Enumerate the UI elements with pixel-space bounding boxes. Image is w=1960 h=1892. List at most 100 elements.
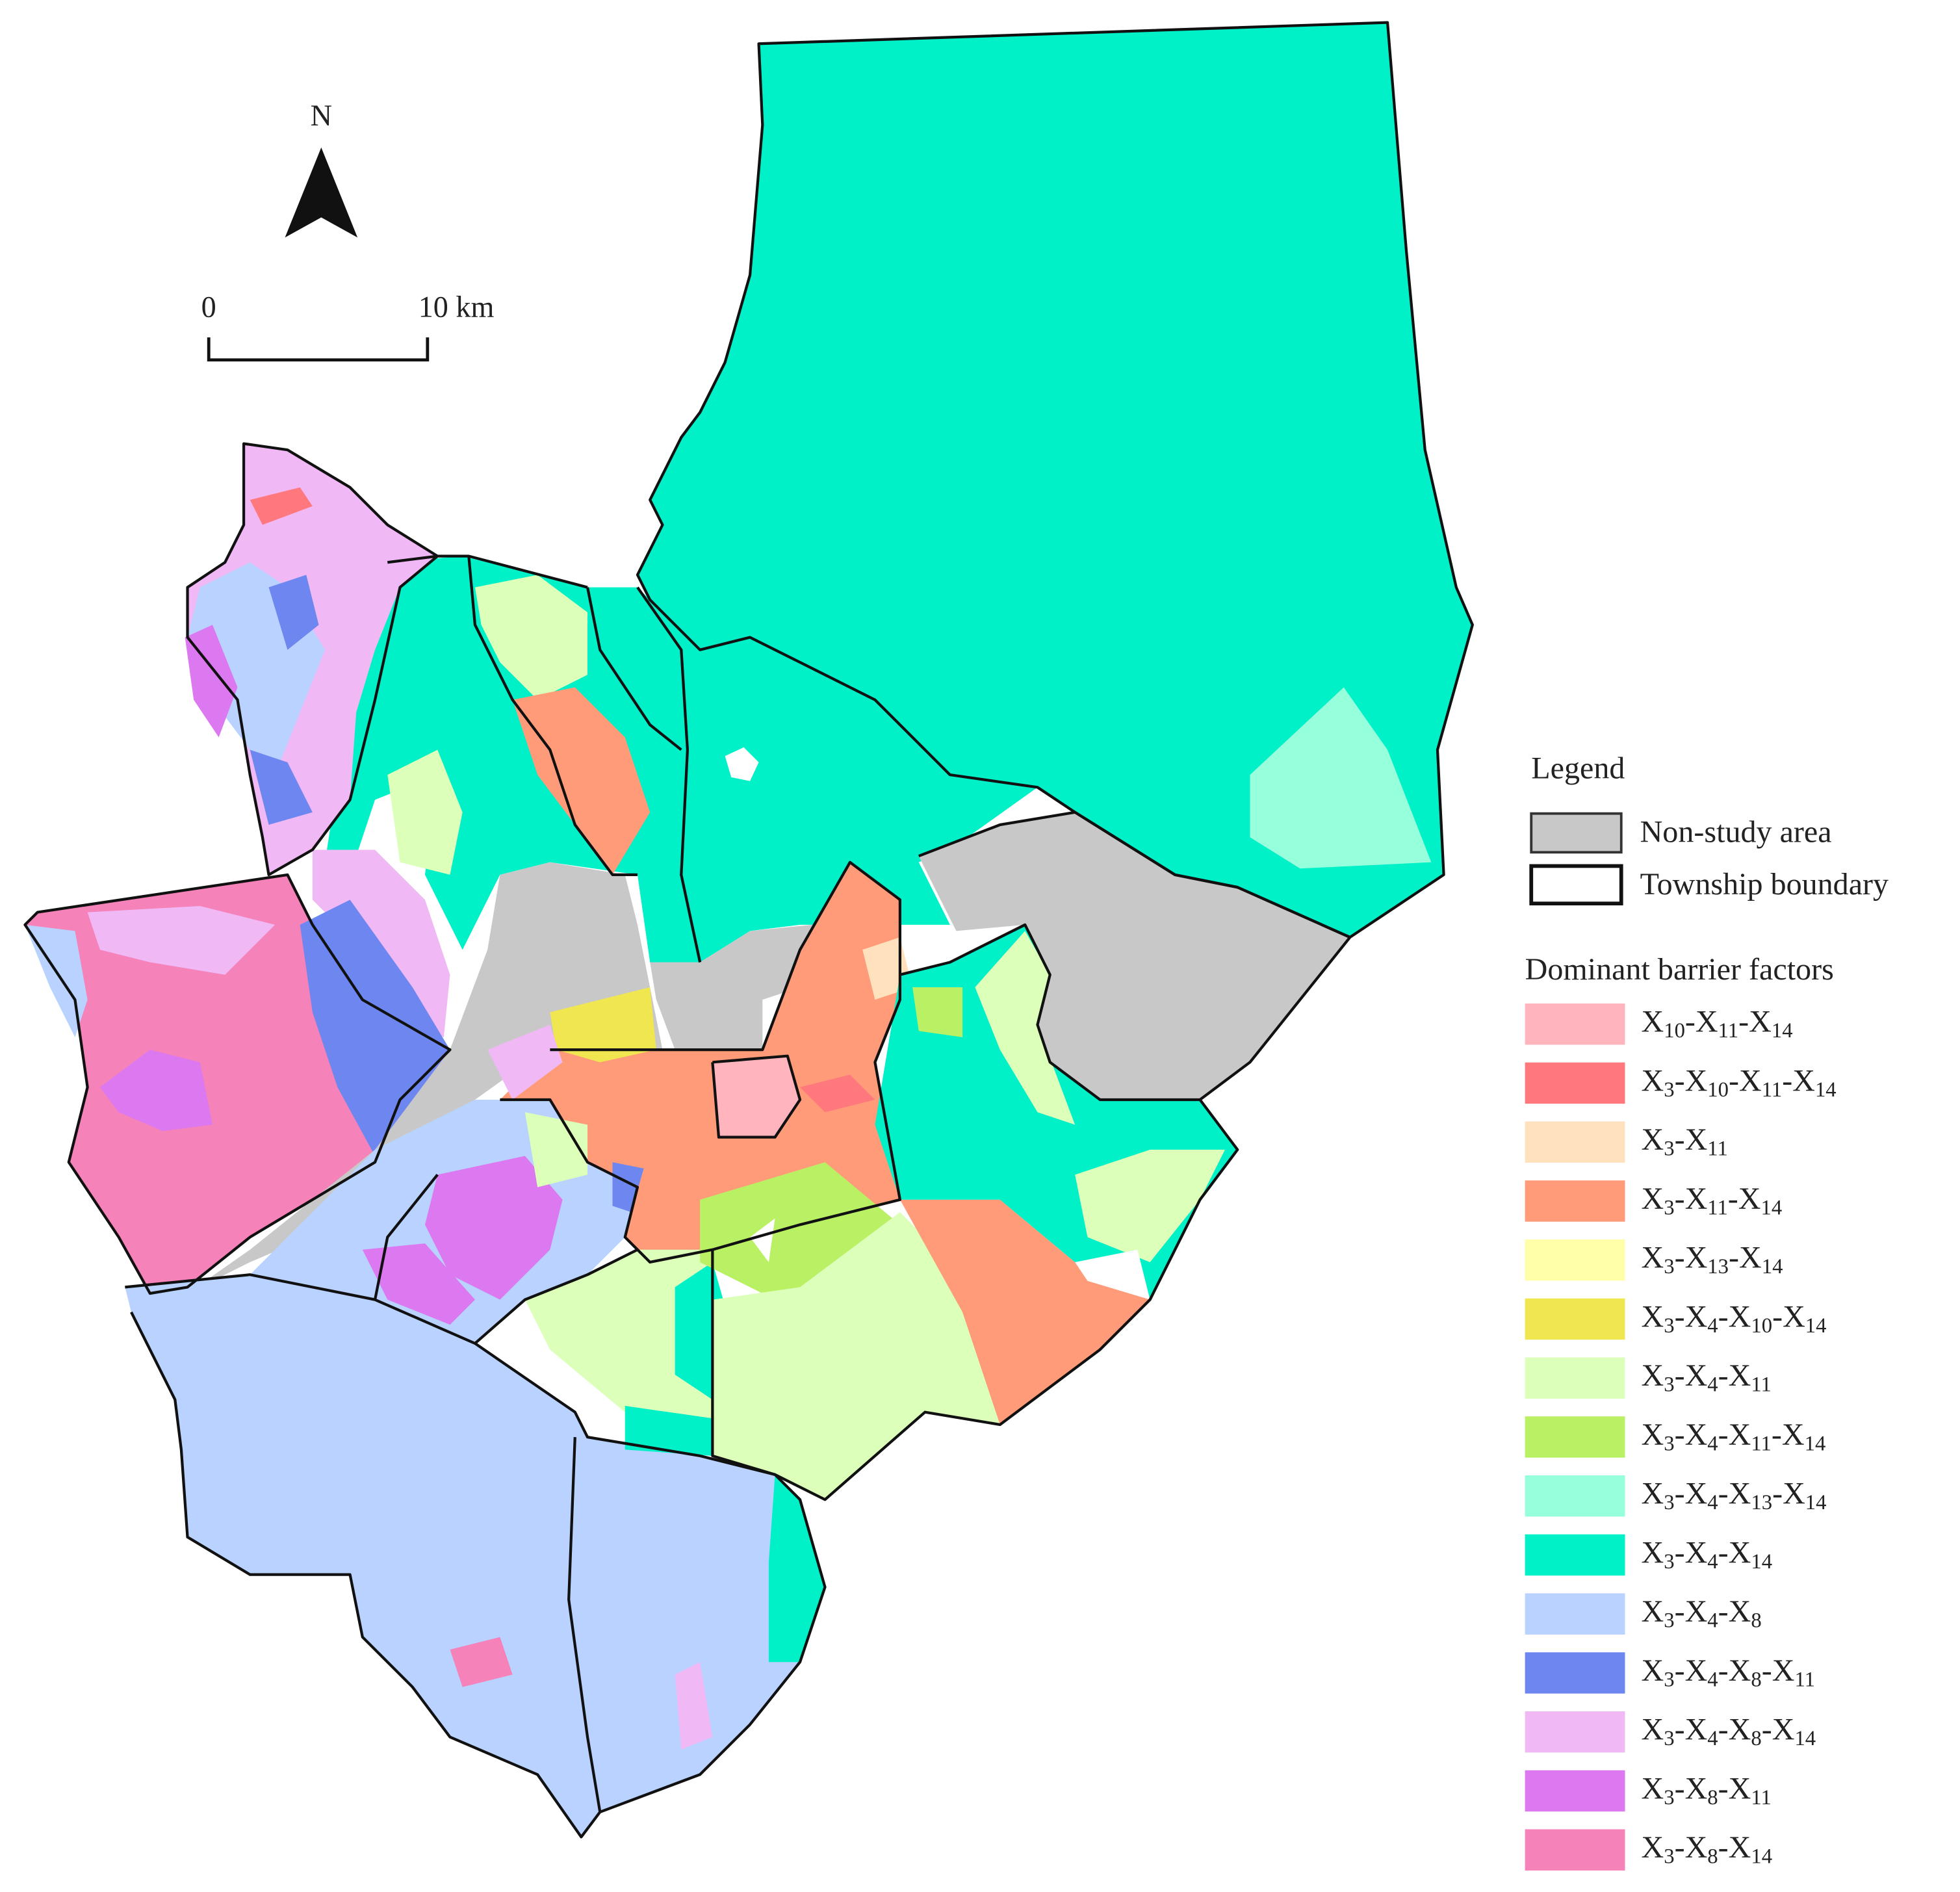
- non-study-zone: [187, 862, 663, 1294]
- legend-swatch: [1525, 1121, 1625, 1163]
- legend-swatch: [1525, 1475, 1625, 1517]
- legend-swatch: [1525, 1416, 1625, 1458]
- legend-label: X3-X11: [1642, 1122, 1728, 1160]
- legend-swatch: [1525, 1180, 1625, 1222]
- legend-label: X3-X4-X8: [1642, 1594, 1762, 1632]
- zone: [424, 1156, 563, 1300]
- hole: [750, 1218, 775, 1262]
- legend-label: X3-X4-X14: [1642, 1535, 1773, 1573]
- zone: [612, 1162, 644, 1213]
- non-study-zone: [918, 812, 1350, 1100]
- zone: [185, 625, 238, 738]
- township-boundary: [186, 442, 439, 877]
- township-boundary: [636, 21, 1474, 939]
- zone: [675, 1662, 713, 1750]
- township-boundary: [125, 1273, 827, 1839]
- zone: [524, 1249, 713, 1450]
- legend-label: X3-X4-X11: [1642, 1358, 1772, 1396]
- township-boundary: [387, 554, 588, 589]
- zone: [387, 749, 463, 875]
- zone: [637, 22, 1473, 938]
- zone: [625, 1406, 713, 1456]
- legend-label: X3-X8-X14: [1642, 1830, 1773, 1868]
- zone: [25, 924, 88, 1037]
- zone: [912, 987, 963, 1037]
- legend-swatch: [1525, 1534, 1625, 1576]
- zone: [474, 575, 588, 700]
- legend-swatch: [1525, 1298, 1625, 1340]
- legend-label: X3-X4-X13-X14: [1642, 1477, 1827, 1514]
- legend-label: Township boundary: [1640, 867, 1889, 901]
- legend-label: X3-X13-X14: [1642, 1241, 1783, 1278]
- township-boundary: [711, 923, 1239, 1501]
- township-boundary: [23, 873, 452, 1295]
- legend-swatch: [1529, 864, 1623, 906]
- zone: [99, 1050, 213, 1132]
- zone: [975, 931, 1076, 1125]
- legend-swatch: [1525, 1239, 1625, 1281]
- north-arrow: N: [285, 99, 358, 238]
- zone: [899, 1199, 1150, 1425]
- zone: [450, 1637, 513, 1687]
- township-boundary: [711, 1054, 802, 1139]
- scale-end: 10 km: [419, 290, 495, 323]
- zone: [712, 1212, 1000, 1500]
- township-boundary: [567, 1437, 602, 1813]
- township-boundary: [467, 556, 638, 877]
- north-label: N: [311, 99, 332, 132]
- zone: [25, 874, 400, 1294]
- scale-line: [207, 337, 430, 362]
- zone: [800, 1074, 875, 1113]
- township-boundary: [373, 1174, 439, 1301]
- legend-label: X3-X10-X11-X14: [1642, 1063, 1837, 1101]
- north-arrow-shape: [285, 147, 358, 238]
- zone: [268, 575, 319, 650]
- legend-label: X10-X11-X14: [1642, 1005, 1793, 1043]
- legend-swatch: [1525, 1770, 1625, 1812]
- legend-swatch: [1525, 1357, 1625, 1399]
- legend-subtitle: Dominant barrier factors: [1525, 952, 1834, 987]
- zone: [768, 1474, 825, 1663]
- legend-title: Legend: [1531, 751, 1625, 785]
- zone: [487, 1024, 563, 1100]
- zone: [512, 687, 651, 875]
- legend-label: X3-X4-X10-X14: [1642, 1299, 1827, 1337]
- township-boundaries: [23, 21, 1474, 1839]
- zone: [500, 862, 900, 1262]
- legend: Legend Non-study area Township boundary …: [1525, 751, 1889, 1871]
- legend-swatch: [1525, 1652, 1625, 1694]
- legend-swatch: [1525, 1829, 1625, 1871]
- legend-swatch: [1530, 812, 1623, 854]
- legend-swatch: [1525, 1062, 1625, 1104]
- township-boundary: [500, 861, 902, 1264]
- township-boundary: [636, 586, 702, 963]
- hole: [1075, 1249, 1150, 1300]
- zone: [712, 1056, 801, 1137]
- zone: [125, 1275, 825, 1837]
- legend-label: X3-X4-X8-X14: [1642, 1713, 1816, 1750]
- legend-label: Non-study area: [1640, 814, 1832, 849]
- zone: [250, 749, 313, 825]
- zone: [87, 905, 276, 975]
- legend-swatch: [1525, 1593, 1625, 1635]
- legend-label: X3-X8-X11: [1642, 1771, 1772, 1809]
- zone: [1075, 1149, 1225, 1262]
- township-boundary: [474, 1248, 638, 1345]
- legend-swatch: [1525, 1003, 1625, 1045]
- scale-start: 0: [201, 290, 216, 323]
- legend-label: X3-X11-X14: [1642, 1182, 1783, 1219]
- township-boundary: [586, 587, 682, 751]
- legend-label: X3-X4-X11-X14: [1642, 1418, 1826, 1455]
- zone: [250, 487, 313, 525]
- legend-swatch: [1525, 1711, 1625, 1753]
- zone: [524, 1112, 588, 1187]
- zone: [1250, 687, 1432, 869]
- legend-label: X3-X4-X8-X11: [1642, 1653, 1815, 1691]
- zone: [550, 987, 656, 1063]
- hole: [725, 747, 759, 781]
- township-boundary: [918, 810, 1352, 1101]
- map-zones: [25, 22, 1473, 1837]
- scale-bar: 0 10 km: [201, 290, 495, 362]
- zone: [362, 1243, 475, 1325]
